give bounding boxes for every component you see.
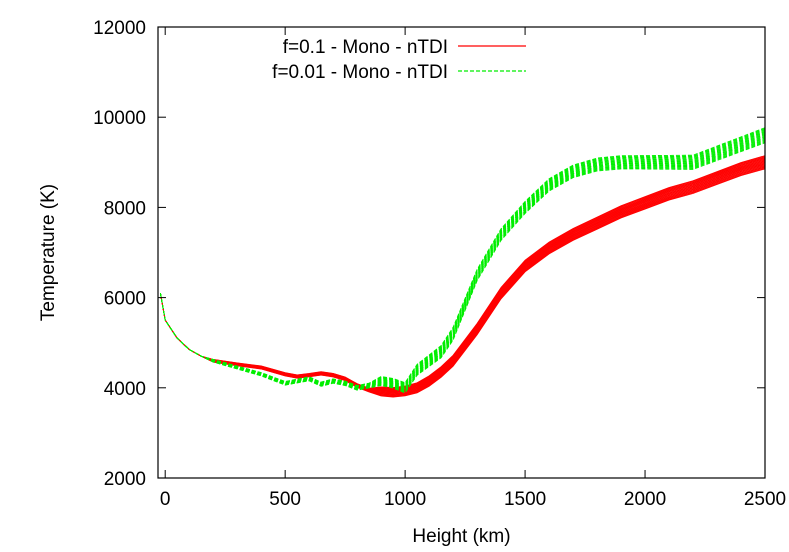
y-tick-label: 2000	[104, 469, 146, 490]
y-tick-label: 10000	[93, 108, 146, 129]
series-bundle	[159, 155, 765, 398]
series-bundle	[159, 127, 765, 394]
series-line	[159, 136, 765, 390]
series-line	[159, 129, 765, 387]
series-line	[159, 134, 765, 389]
series-line	[159, 131, 765, 388]
series-line	[159, 140, 765, 393]
series-line	[159, 129, 765, 387]
legend-label: f=0.01 - Mono - nTDI	[272, 62, 448, 83]
series-line	[159, 141, 765, 393]
series-line	[159, 166, 765, 397]
x-axis-label: Height (km)	[412, 526, 510, 547]
y-axis-label: Temperature (K)	[38, 184, 59, 321]
x-tick-label: 2500	[744, 489, 786, 510]
series-line	[159, 135, 765, 389]
line-bundles	[159, 127, 765, 398]
x-tick-label: 1500	[504, 489, 546, 510]
series-line	[159, 133, 765, 388]
y-tick-label: 4000	[104, 379, 146, 400]
ticks: 0 500 1000 1500 2000 2500 2000 4000 6000 8000 1000…	[93, 18, 786, 510]
x-tick-label: 500	[269, 489, 301, 510]
series-line	[159, 165, 765, 396]
y-tick-label: 12000	[93, 18, 146, 39]
y-tick-label: 8000	[104, 198, 146, 219]
series-line	[159, 128, 765, 387]
series-line	[159, 167, 765, 397]
x-tick-label: 0	[160, 489, 171, 510]
series-line	[159, 138, 765, 392]
x-tick-label: 2000	[624, 489, 666, 510]
series-line	[159, 164, 765, 395]
series-line	[159, 155, 765, 389]
series-line	[159, 137, 765, 390]
series-line	[159, 137, 765, 391]
series-line	[159, 142, 765, 394]
series-line	[159, 166, 765, 396]
series-line	[159, 127, 765, 386]
series-line	[159, 139, 765, 392]
series-line	[159, 168, 765, 398]
plot-frame	[157, 26, 766, 479]
axes	[157, 26, 766, 479]
legend-label: f=0.1 - Mono - nTDI	[283, 37, 448, 58]
series-line	[159, 132, 765, 388]
x-tick-label: 1000	[384, 489, 426, 510]
y-tick-label: 6000	[104, 289, 146, 310]
series-line	[159, 130, 765, 388]
legend: f=0.1 - Mono - nTDI f=0.01 - Mono - nTDI	[272, 37, 526, 83]
